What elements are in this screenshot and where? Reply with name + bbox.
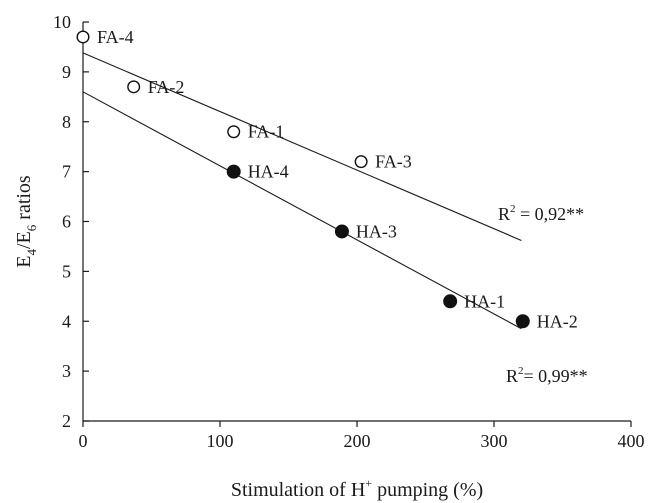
filled-point — [515, 314, 530, 329]
y-tick-label: 5 — [62, 261, 71, 281]
r-squared-label: R2 = 0,92** — [498, 203, 584, 224]
point-label: HA-1 — [464, 291, 505, 311]
x-tick-label: 0 — [79, 431, 88, 451]
point-labels: FA-4 FA-2 FA-1 FA-3 HA-4 HA-3 HA-1 HA-2 — [97, 27, 578, 331]
y-tick-label: 2 — [62, 411, 71, 431]
point-label: FA-2 — [148, 77, 185, 97]
point-label: HA-4 — [248, 162, 289, 182]
x-tick-label: 400 — [618, 431, 645, 451]
data-points — [76, 30, 530, 329]
open-point — [354, 155, 368, 169]
x-axis-label: Stimulation of H+ pumping (%) — [231, 476, 483, 501]
x-tick-label: 200 — [344, 431, 371, 451]
y-tick-label: 8 — [62, 112, 71, 132]
y-tick-label: 10 — [53, 12, 71, 32]
y-tick-label: 4 — [62, 311, 71, 331]
filled-point — [226, 164, 241, 179]
open-point — [76, 30, 90, 44]
y-tick-label: 6 — [62, 212, 71, 232]
y-axis-label: E4/E6 ratios — [13, 175, 39, 268]
point-label: FA-1 — [248, 122, 285, 142]
point-label: HA-2 — [537, 311, 578, 331]
point-label: HA-3 — [356, 221, 397, 241]
point-label: FA-3 — [375, 152, 412, 172]
y-tick-label: 7 — [62, 162, 71, 182]
filled-point — [334, 224, 349, 239]
fit-line — [82, 52, 522, 241]
y-tick-label: 9 — [62, 62, 71, 82]
fit-lines — [82, 52, 522, 330]
x-tick-label: 100 — [207, 431, 234, 451]
y-tick-label: 3 — [62, 361, 71, 381]
x-tick-label: 300 — [481, 431, 508, 451]
open-point — [127, 80, 141, 94]
r2-annotations: R2 = 0,92** R2= 0,99** — [498, 203, 588, 386]
filled-point — [443, 294, 458, 309]
r-squared-label: R2= 0,99** — [506, 365, 588, 386]
open-point — [227, 125, 241, 139]
point-label: FA-4 — [97, 27, 134, 47]
fit-line — [82, 91, 522, 330]
